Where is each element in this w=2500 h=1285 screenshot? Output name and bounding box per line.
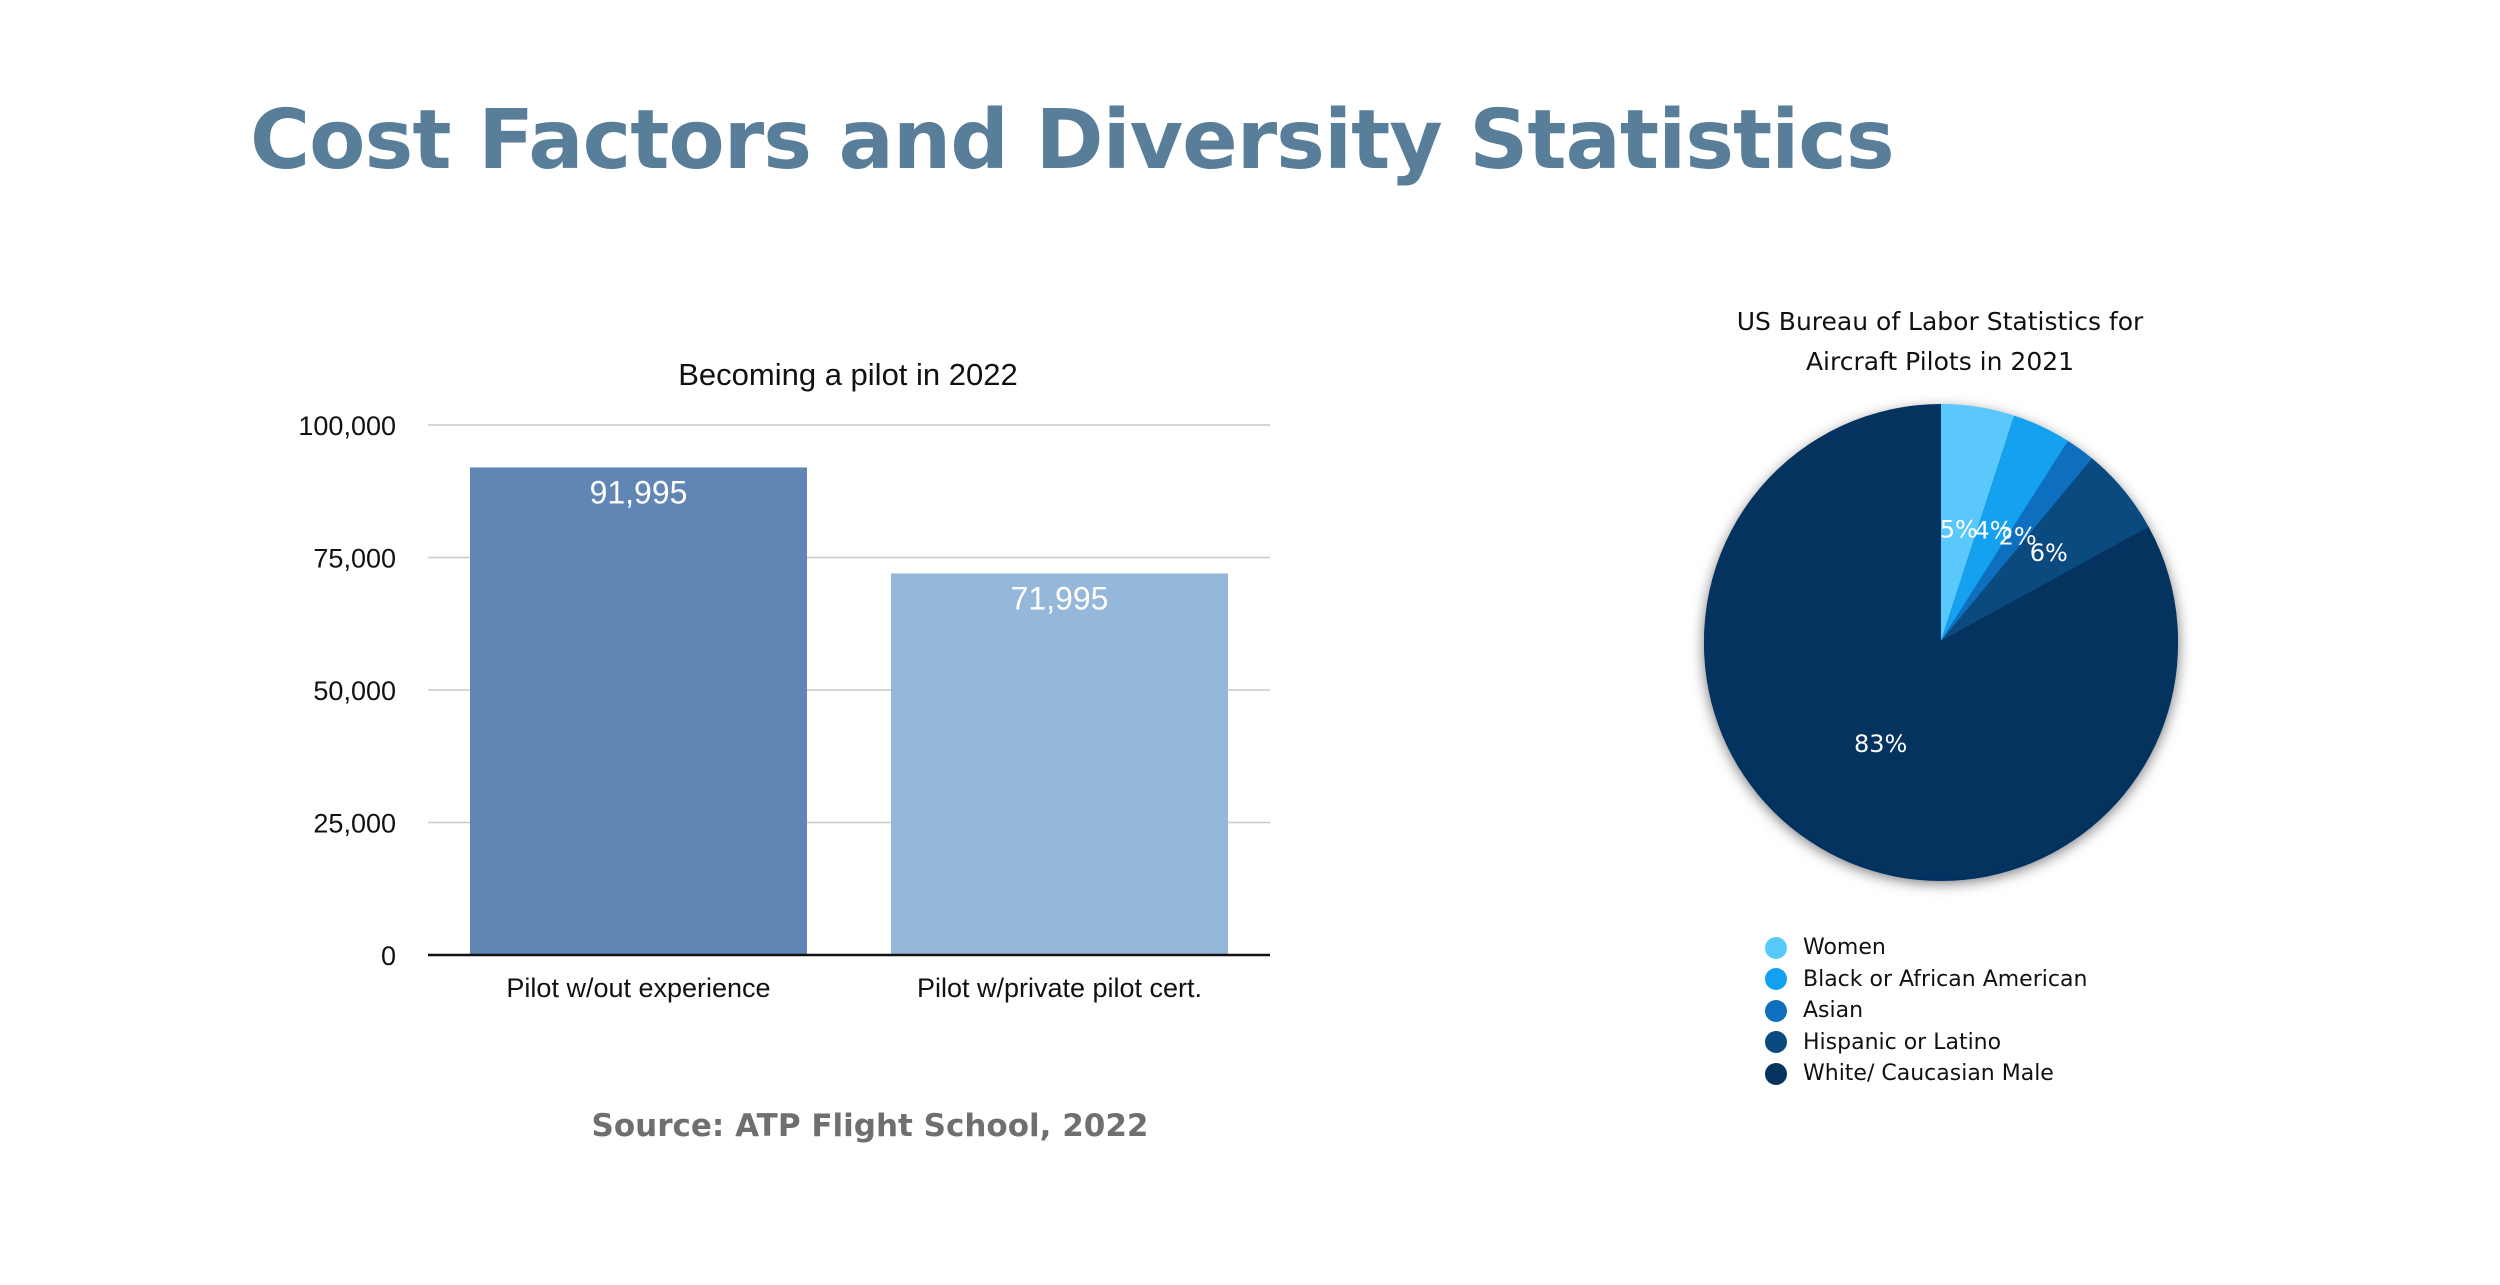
- legend-label-asian: Asian: [1803, 998, 1864, 1023]
- bar-pilot-w-private-pilot-cert: [891, 573, 1228, 955]
- x-tick-label-pilot-w-private-pilot-cert: Pilot w/private pilot cert.: [917, 973, 1202, 1003]
- legend-item-black-or-african-american: Black or African American: [1765, 964, 2087, 996]
- pie-value-label-black-or-african-american: 4%: [1974, 516, 2012, 544]
- pie-slice-asian: [1941, 440, 2093, 641]
- pie-chart-legend: Women Black or African American Asian Hi…: [1765, 932, 2087, 1090]
- legend-item-women: Women: [1765, 932, 2087, 964]
- bar-value-label-pilot-w-out-experience: 91,995: [590, 474, 688, 510]
- y-tick-label-25000: 25,000: [313, 809, 396, 839]
- y-tick-label-0: 0: [381, 941, 396, 971]
- pie-value-label-women: 5%: [1940, 516, 1978, 544]
- pie-chart: US Bureau of Labor Statistics for Aircra…: [1704, 307, 2178, 881]
- bar-value-label-pilot-w-private-pilot-cert: 71,995: [1011, 580, 1109, 616]
- pie-chart-slices: [1704, 404, 2178, 878]
- legend-swatch-women: [1765, 936, 1787, 959]
- bar-chart-bars: 91,995 71,995: [470, 467, 1228, 955]
- pie-value-label-hispanic-or-latino: 6%: [2030, 539, 2068, 567]
- bar-chart-title: Becoming a pilot in 2022: [678, 357, 1018, 392]
- legend-swatch-hispanic-or-latino: [1765, 1031, 1787, 1054]
- y-tick-label-100000: 100,000: [298, 411, 396, 441]
- legend-item-hispanic-or-latino: Hispanic or Latino: [1765, 1027, 2087, 1059]
- pie-slice-white-caucasian-male: [1704, 404, 2178, 878]
- legend-item-white-caucasian-male: White/ Caucasian Male: [1765, 1058, 2087, 1090]
- bar-pilot-w-out-experience: [470, 467, 807, 955]
- legend-item-asian: Asian: [1765, 995, 2087, 1027]
- bar-chart-x-axis: Pilot w/out experience Pilot w/private pi…: [506, 973, 1202, 1003]
- legend-label-white-caucasian-male: White/ Caucasian Male: [1803, 1061, 2054, 1086]
- pie-slice-black-or-african-american: [1941, 415, 2068, 641]
- legend-swatch-white-caucasian-male: [1765, 1062, 1787, 1085]
- legend-label-black-or-african-american: Black or African American: [1803, 966, 2088, 992]
- y-tick-label-75000: 75,000: [313, 544, 396, 574]
- pie-slice-women: [1941, 404, 2015, 641]
- pie-chart-title-line-1: US Bureau of Labor Statistics for: [1737, 307, 2144, 336]
- legend-swatch-black-or-african-american: [1765, 968, 1787, 991]
- pie-chart-value-labels: 5%4%2%6% 83%: [1854, 516, 2068, 758]
- pie-chart-title-line-2: Aircraft Pilots in 2021: [1806, 347, 2074, 376]
- page-title: Cost Factors and Diversity Statistics: [250, 93, 1895, 188]
- legend-label-hispanic-or-latino: Hispanic or Latino: [1803, 1029, 2002, 1055]
- bar-chart: Becoming a pilot in 2022 0 25,000 50,000 75…: [298, 357, 1270, 1003]
- pie-slice-hispanic-or-latino: [1941, 458, 2149, 641]
- pie-value-label-white-caucasian-male: 83%: [1854, 730, 1907, 758]
- x-tick-label-pilot-w-out-experience: Pilot w/out experience: [506, 973, 770, 1003]
- bar-chart-y-axis: 0 25,000 50,000 75,000 100,000: [298, 411, 396, 971]
- legend-swatch-asian: [1765, 999, 1787, 1022]
- pie-value-label-asian: 2%: [1999, 523, 2037, 551]
- source-note: Source: ATP Flight School, 2022: [591, 1108, 1149, 1144]
- legend-label-women: Women: [1803, 935, 1886, 960]
- y-tick-label-50000: 50,000: [313, 676, 396, 706]
